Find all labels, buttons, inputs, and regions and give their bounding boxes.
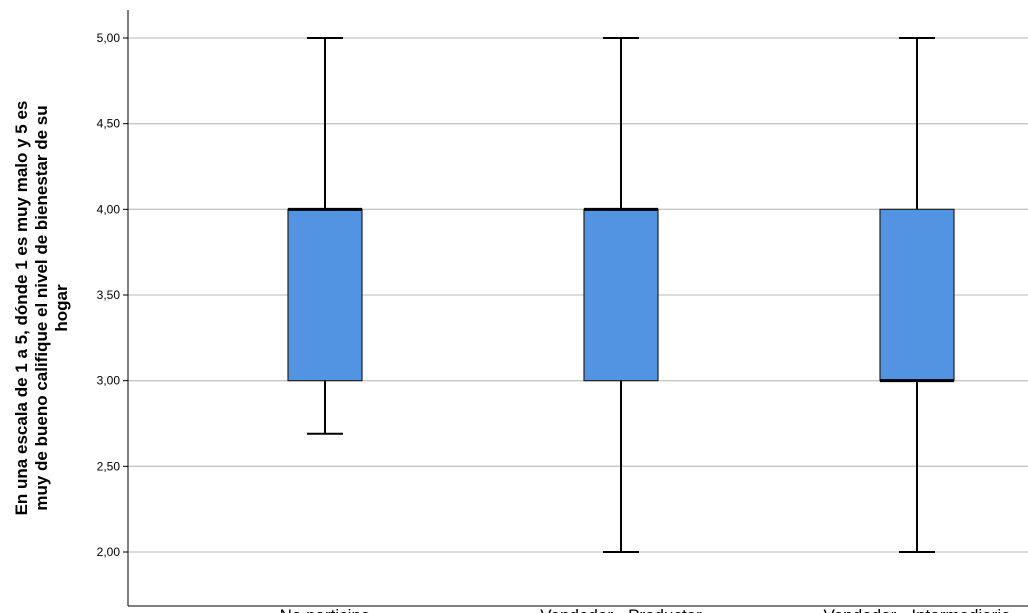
y-axis-title-line: hogar bbox=[52, 284, 71, 332]
y-tick-label: 2,50 bbox=[97, 459, 121, 473]
y-axis-title-line: muy de bueno califique el nivel de biene… bbox=[32, 105, 51, 510]
gridlines bbox=[128, 37, 1028, 553]
y-tick-label: 5,00 bbox=[97, 31, 121, 45]
y-tick-label: 3,00 bbox=[97, 374, 121, 388]
iqr-box bbox=[879, 208, 955, 382]
y-axis-title-line: En una escala de 1 a 5, dónde 1 es muy m… bbox=[12, 101, 31, 516]
iqr-box bbox=[583, 208, 659, 382]
y-axis-title: En una escala de 1 a 5, dónde 1 es muy m… bbox=[12, 101, 71, 516]
category-label: Vendedor - Intermediario bbox=[823, 606, 1010, 613]
y-tick-label: 2,00 bbox=[97, 545, 121, 559]
boxes bbox=[287, 37, 955, 553]
category-label: Vendedor - Productor bbox=[540, 606, 702, 613]
axes bbox=[123, 10, 1028, 607]
iqr-box bbox=[287, 208, 363, 382]
labels: 2,00 2,50 3,00 3,50 4,00 4,50 5,00 No participa… bbox=[12, 31, 1011, 613]
box-group bbox=[287, 37, 363, 435]
box-group bbox=[583, 37, 659, 553]
y-tick-label: 4,00 bbox=[97, 202, 121, 216]
y-tick-label: 4,50 bbox=[97, 117, 121, 131]
category-label: No participa bbox=[280, 606, 371, 613]
y-tick-label: 3,50 bbox=[97, 288, 121, 302]
box-group bbox=[879, 37, 955, 553]
